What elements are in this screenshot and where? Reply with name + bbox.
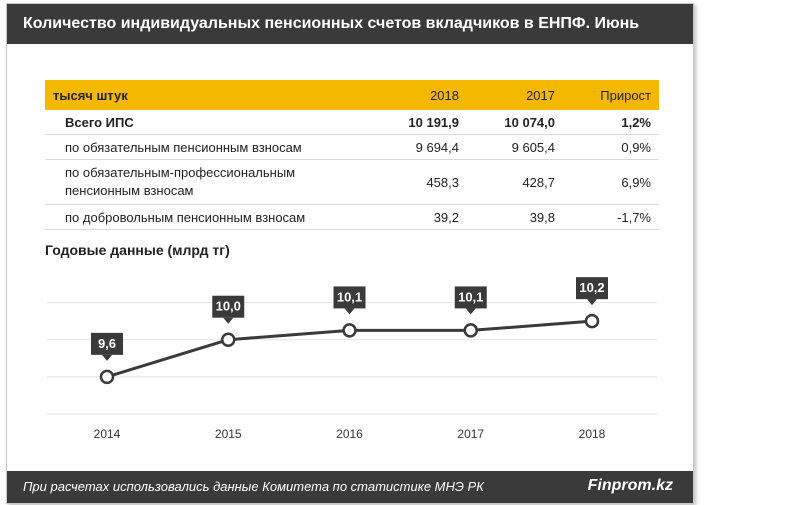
data-label-pointer (102, 354, 112, 361)
value-2018: 39,2 (371, 204, 467, 230)
table-row: по добровольным пенсионным взносам 39,2 … (45, 204, 659, 230)
header-growth: Прирост (563, 80, 659, 110)
data-label: 10,0 (216, 299, 241, 314)
data-label-box (91, 332, 123, 355)
data-point (584, 313, 600, 329)
value-growth: 0,9% (563, 134, 659, 160)
table-row: по обязательным пенсионным взносам 9 694… (45, 134, 659, 160)
x-tick-label: 2018 (579, 427, 606, 441)
data-point (221, 332, 236, 347)
brand-logo: Finprom.kz (587, 477, 673, 494)
row-label: по обязательным-профессиональным пенсион… (45, 159, 371, 205)
data-label-pointer (223, 317, 234, 324)
row-label-line-2: пенсионным взносам (65, 183, 194, 198)
data-label-box (576, 277, 608, 300)
source-note: При расчетах использовались данные Комит… (23, 479, 484, 494)
data-table: тысяч штук 2018 2017 Прирост Всего ИПС 1… (45, 80, 659, 230)
data-point (342, 323, 357, 338)
value-growth: -1,7% (563, 204, 659, 230)
value-2017: 428,7 (467, 159, 563, 205)
page-title: Количество индивидуальных пенсионных сче… (7, 4, 693, 44)
data-label: 10,2 (579, 280, 604, 295)
row-label-line-1: по обязательным-профессиональным (65, 165, 296, 180)
data-label-box (454, 286, 487, 309)
x-tick-label: 2016 (336, 427, 363, 441)
x-tick-label: 2014 (94, 427, 121, 441)
line-chart: 9,6 2014 10,0 2015 10,1 2016 10,1 2017 10,2 2018 (47, 277, 657, 441)
data-label-pointer (587, 299, 597, 306)
row-label: Всего ИПС (45, 110, 371, 135)
infographic-card: Количество индивидуальных пенсионных сче… (6, 3, 694, 504)
value-growth: 1,2% (563, 110, 659, 135)
data-label-box (212, 295, 245, 318)
data-label-pointer (465, 308, 476, 315)
data-label: 10,1 (337, 289, 362, 304)
table-row: по обязательным-профессиональным пенсион… (45, 159, 659, 205)
value-2017: 10 074,0 (467, 110, 563, 135)
table-header-row: тысяч штук 2018 2017 Прирост (45, 80, 659, 110)
data-label: 9,6 (98, 336, 116, 351)
value-2018: 458,3 (371, 159, 467, 205)
data-point (463, 323, 478, 338)
data-label: 10,1 (458, 289, 483, 304)
header-2017: 2017 (467, 80, 563, 110)
value-2017: 9 605,4 (467, 134, 563, 160)
value-2017: 39,8 (467, 204, 563, 230)
x-tick-label: 2017 (457, 427, 484, 441)
header-2018: 2018 (371, 80, 467, 110)
data-point (99, 369, 115, 385)
header-units: тысяч штук (45, 80, 371, 110)
value-2018: 9 694,4 (371, 134, 467, 160)
value-growth: 6,9% (563, 159, 659, 205)
row-label: по добровольным пенсионным взносам (45, 204, 371, 230)
row-label: по обязательным пенсионным взносам (45, 134, 371, 160)
data-label-box (333, 286, 366, 309)
data-label-pointer (344, 308, 355, 315)
value-2018: 10 191,9 (371, 110, 467, 135)
footer: При расчетах использовались данные Комит… (7, 471, 693, 503)
chart-title: Годовые данные (млрд тг) (45, 242, 230, 258)
table-row: Всего ИПС 10 191,9 10 074,0 1,2% (45, 110, 659, 135)
x-tick-label: 2015 (215, 427, 242, 441)
